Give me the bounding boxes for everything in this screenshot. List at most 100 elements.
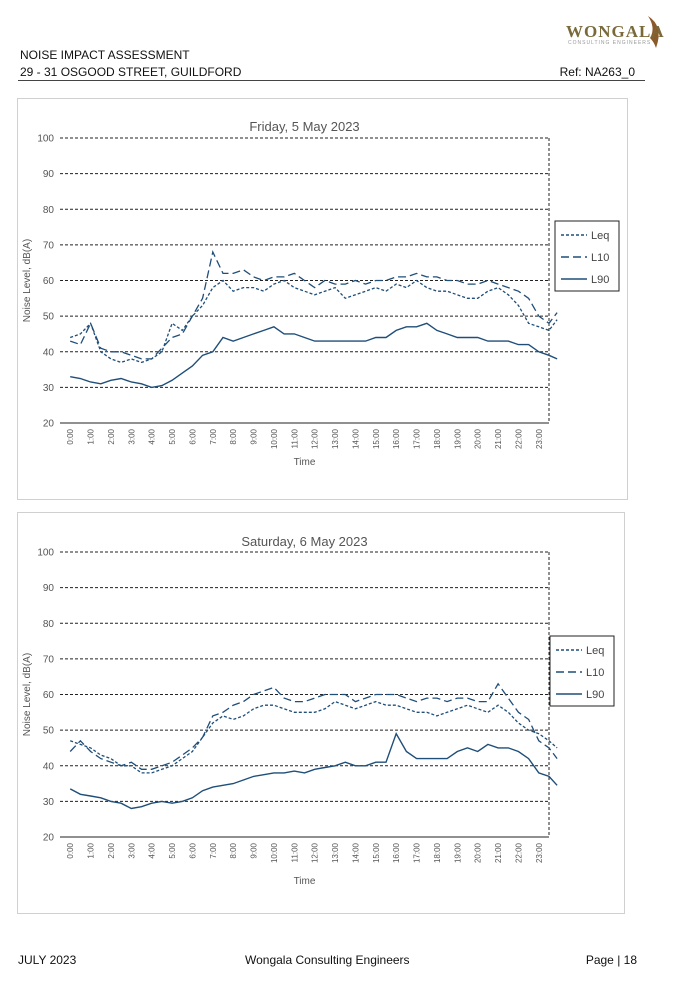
chart2-x-axis-label: Time — [294, 876, 316, 887]
chart-friday-svg: Friday, 5 May 2023 20 30 40 50 60 70 80 90 100 0:0… — [22, 119, 620, 468]
chart1-x-tick-23: 23:00 — [535, 428, 544, 449]
chart1-y-tick-70: 70 — [43, 240, 55, 251]
chart2-y-tick-100: 100 — [37, 548, 54, 559]
chart2-x-tick-0: 0:00 — [66, 842, 75, 858]
chart2-legend-box — [549, 635, 615, 707]
chart2-y-tick-80: 80 — [43, 619, 55, 630]
chart2-x-tick-3: 3:00 — [127, 842, 136, 858]
chart2-x-tick-1: 1:00 — [87, 842, 96, 858]
chart1-x-tick-21: 21:00 — [494, 428, 503, 449]
chart1-series-l10-line — [69, 250, 558, 360]
chart1-x-tick-9: 9:00 — [250, 428, 259, 444]
chart2-series-l10-line — [69, 682, 558, 770]
chart2-x-tick-4: 4:00 — [148, 842, 157, 858]
chart2-series-leq-line — [69, 700, 558, 774]
chart1-x-tick-7: 7:00 — [209, 428, 218, 444]
chart2-x-tick-13: 13:00 — [331, 842, 340, 863]
chart1-legend: Leq L10 L90 — [554, 220, 620, 292]
chart1-x-tick-0: 0:00 — [66, 428, 75, 444]
chart1-x-tick-14: 14:00 — [351, 428, 360, 449]
chart1-series-leq-line — [69, 279, 558, 364]
header-divider — [18, 80, 645, 81]
chart-saturday: Saturday, 6 May 2023 20 30 40 50 60 70 80 90 100 0… — [17, 512, 625, 914]
chart2-x-tick-6: 6:00 — [188, 842, 197, 858]
chart2-x-tick-18: 18:00 — [433, 842, 442, 863]
chart2-x-tick-5: 5:00 — [168, 842, 177, 858]
chart1-x-tick-12: 12:00 — [311, 428, 320, 449]
document-address: 29 - 31 OSGOOD STREET, GUILDFORD — [20, 65, 242, 79]
chart2-y-tick-20: 20 — [43, 833, 55, 844]
chart2-series-l90-line — [69, 732, 558, 810]
chart2-y-tick-50: 50 — [43, 726, 55, 737]
chart1-x-tick-10: 10:00 — [270, 428, 279, 449]
logo-subtitle: CONSULTING ENGINEERS — [568, 40, 652, 46]
chart1-y-tick-90: 90 — [43, 169, 55, 180]
chart2-legend: Leq L10 L90 — [549, 635, 615, 707]
chart1-y-axis-label: Noise Level, dB(A) — [22, 239, 33, 322]
chart1-x-tick-3: 3:00 — [127, 428, 136, 444]
chart1-title: Friday, 5 May 2023 — [249, 119, 359, 134]
chart2-x-tick-10: 10:00 — [270, 842, 279, 863]
chart-friday: Friday, 5 May 2023 20 30 40 50 60 70 80 90 100 0:0… — [17, 98, 628, 500]
document-reference: Ref: NA263_0 — [559, 65, 635, 79]
chart2-legend-label-l90: L90 — [586, 689, 604, 701]
chart2-x-tick-17: 17:00 — [413, 842, 422, 863]
chart2-x-tick-19: 19:00 — [453, 842, 462, 863]
chart1-x-tick-5: 5:00 — [168, 428, 177, 444]
logo-boomerang-icon — [648, 16, 659, 48]
chart1-x-tick-4: 4:00 — [148, 428, 157, 444]
chart1-x-tick-17: 17:00 — [413, 428, 422, 449]
chart2-x-tick-21: 21:00 — [494, 842, 503, 863]
chart1-x-tick-11: 11:00 — [290, 428, 299, 448]
chart2-y-tick-70: 70 — [43, 654, 55, 665]
chart2-x-tick-23: 23:00 — [535, 842, 544, 863]
chart2-y-tick-60: 60 — [43, 690, 55, 701]
chart1-x-tick-2: 2:00 — [107, 428, 116, 444]
chart2-x-tick-20: 20:00 — [474, 842, 483, 863]
chart1-legend-label-l90: L90 — [591, 274, 609, 286]
chart1-series-l90-line — [70, 322, 558, 389]
chart2-title: Saturday, 6 May 2023 — [241, 534, 367, 549]
chart1-y-tick-40: 40 — [43, 347, 55, 358]
chart2-x-tick-14: 14:00 — [351, 842, 360, 863]
chart2-x-tick-9: 9:00 — [250, 842, 259, 858]
chart2-x-tick-12: 12:00 — [311, 842, 320, 863]
chart2-x-tick-15: 15:00 — [372, 842, 381, 863]
chart2-x-tick-16: 16:00 — [392, 842, 401, 863]
chart2-y-tick-40: 40 — [43, 761, 55, 772]
chart2-x-tick-7: 7:00 — [209, 842, 218, 858]
chart2-x-tick-8: 8:00 — [229, 842, 238, 858]
chart2-y-tick-90: 90 — [43, 583, 55, 594]
chart2-x-tick-22: 22:00 — [514, 842, 523, 863]
chart1-x-tick-22: 22:00 — [514, 428, 523, 449]
chart2-x-tick-2: 2:00 — [107, 842, 116, 858]
chart1-x-tick-1: 1:00 — [87, 428, 96, 444]
company-logo: WONGALA CONSULTING ENGINEERS — [560, 12, 670, 52]
chart2-y-tick-30: 30 — [43, 797, 55, 808]
chart2-x-tick-11: 11:00 — [290, 842, 299, 862]
chart2-y-axis-label: Noise Level, dB(A) — [22, 653, 33, 736]
footer-page-number: Page | 18 — [585, 953, 637, 967]
chart1-x-tick-6: 6:00 — [188, 428, 197, 444]
chart1-y-tick-20: 20 — [43, 419, 55, 430]
document-title: NOISE IMPACT ASSESSMENT — [20, 48, 190, 62]
chart1-x-tick-16: 16:00 — [392, 428, 401, 449]
footer-company: Wongala Consulting Engineers — [245, 953, 410, 967]
footer-date: JULY 2023 — [18, 953, 77, 967]
chart2-legend-label-leq: Leq — [586, 645, 604, 657]
chart1-x-tick-18: 18:00 — [433, 428, 442, 449]
chart1-y-tick-60: 60 — [43, 276, 55, 287]
chart1-y-tick-30: 30 — [43, 383, 55, 394]
chart1-y-tick-50: 50 — [43, 312, 55, 323]
chart1-x-tick-20: 20:00 — [474, 428, 483, 449]
chart1-x-tick-8: 8:00 — [229, 428, 238, 444]
chart1-x-tick-19: 19:00 — [453, 428, 462, 449]
chart1-legend-label-leq: Leq — [591, 230, 609, 242]
chart1-legend-box — [554, 220, 620, 292]
chart-saturday-svg: Saturday, 6 May 2023 20 30 40 50 60 70 80 90 100 0… — [22, 534, 615, 887]
logo-name: WONGALA — [566, 22, 665, 41]
chart1-x-tick-13: 13:00 — [331, 428, 340, 449]
chart2-legend-label-l10: L10 — [586, 667, 604, 679]
chart1-legend-label-l10: L10 — [591, 252, 609, 264]
chart1-x-tick-15: 15:00 — [372, 428, 381, 449]
